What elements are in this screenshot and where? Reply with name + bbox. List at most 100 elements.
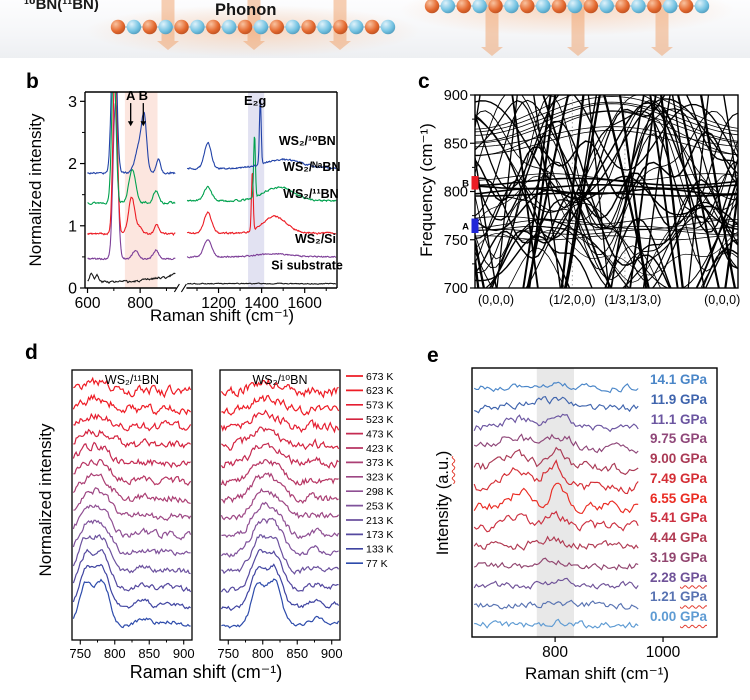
- phonon-arrow-icon: [481, 0, 503, 56]
- boron-atom: [551, 0, 567, 14]
- panel-c-phonon-dispersion-chart: 700 750 800 850 900 B A (0,0,0) (1/2,0,0) (1/3,1/…: [444, 88, 740, 307]
- phonon-arrow-icon: [243, 0, 265, 50]
- subpanel-title: WS₂/¹⁰BN: [253, 373, 308, 387]
- nitrogen-atom: [472, 0, 487, 14]
- nitrogen-atom: [253, 19, 269, 35]
- x-tick-label: 850: [286, 646, 308, 661]
- boron-atom: [174, 19, 189, 35]
- nitrogen-atom: [567, 0, 583, 14]
- temperature-spectrum: [72, 578, 191, 629]
- spectra-group: [87, 92, 337, 285]
- spectra-group: [220, 377, 340, 629]
- temperature-spectrum: [72, 441, 191, 469]
- phonon-arrow-icon: [567, 0, 589, 56]
- y-tick-label: 700: [444, 281, 468, 297]
- phonon-arrow-icon: [651, 0, 673, 56]
- pressure-spectrum: [473, 482, 639, 515]
- temperature-spectrum: [221, 578, 340, 629]
- y-tick-label: 3: [68, 94, 77, 111]
- axis-break-marks: [173, 283, 187, 293]
- temperature-spectrum: [220, 548, 339, 593]
- mode-marker-label: B: [462, 178, 469, 189]
- boron-atom: [678, 0, 694, 14]
- panel-e-xlabel: Raman shift (cm⁻¹): [524, 664, 670, 683]
- x-tick-label: 800: [104, 646, 126, 661]
- panel-e-ylabel-au: a.u.: [434, 456, 452, 484]
- phonon-branch: [475, 130, 738, 203]
- temperature-spectrum: [73, 487, 192, 522]
- phonon-branch: [475, 216, 738, 225]
- pressure-spectrum: [473, 459, 639, 495]
- spectrum-curve: [186, 239, 337, 259]
- x-tick-label: 900: [173, 646, 195, 661]
- temperature-spectrum: [221, 472, 339, 505]
- boron-atom: [615, 0, 630, 14]
- phonon-branch: [491, 195, 738, 288]
- phonon-branch: [475, 173, 738, 181]
- legend-label: 133 K: [366, 544, 393, 556]
- series-label: Si substrate: [271, 258, 343, 272]
- panel-a-crystal-strip: ¹⁰BN(¹¹BN) Phonon: [0, 0, 750, 58]
- axes-box: [471, 367, 718, 638]
- y-tick-label: 0: [68, 281, 77, 298]
- series-label: WS₂/ᴺᵃBN: [283, 160, 340, 174]
- phonon-branch: [475, 225, 738, 231]
- y-tick-label: 750: [444, 233, 468, 249]
- x-tick-label: 750: [69, 646, 91, 661]
- boron-atom: [206, 19, 221, 35]
- mode-marker: [471, 176, 479, 190]
- legend-label: 373 K: [366, 457, 393, 469]
- phonon-branch: [475, 110, 738, 144]
- x-tick-label: 900: [321, 646, 343, 661]
- x-tick-label: 800: [127, 295, 153, 312]
- mode-marker: [471, 218, 479, 233]
- legend-label: 673 K: [366, 371, 393, 383]
- legend-label: 623 K: [366, 385, 393, 397]
- kpath-label: (1/3,1/3,0): [604, 293, 661, 307]
- nitrogen-atom: [440, 0, 456, 14]
- series-label: WS₂/¹⁰BN: [279, 134, 336, 148]
- panel-d-temperature-chart: WS₂/¹¹BN 750 800 850 900 WS₂/¹⁰BN 750 800 850 900…: [69, 369, 393, 661]
- panel-e-pressure-chart: 800 1000: [471, 367, 718, 661]
- legend-label: 173 K: [366, 529, 393, 541]
- phonon-branch: [475, 229, 738, 276]
- spectrum-curve: [186, 98, 337, 171]
- boron-atom: [520, 0, 535, 14]
- phonon-branch: [475, 172, 738, 274]
- boron-atom: [333, 19, 348, 35]
- nitrogen-atom: [190, 19, 205, 35]
- boron-atom: [364, 19, 380, 35]
- pressure-spectrum: [473, 557, 639, 571]
- temperature-spectrum: [73, 376, 192, 399]
- nitrogen-atom: [504, 0, 519, 14]
- annotation-label: E₂g: [244, 93, 266, 108]
- annotation-arrowhead: [140, 121, 147, 127]
- temperature-spectrum: [73, 428, 191, 449]
- spectrum-curve: [87, 92, 176, 236]
- temperature-spectrum: [221, 394, 340, 416]
- panel-b-ylabel: Normalized intensity: [26, 113, 45, 267]
- y-tick-label: 900: [444, 88, 468, 104]
- spectrum-curve: [186, 282, 337, 285]
- temperature-spectrum: [72, 534, 191, 575]
- kpath-label: (0,0,0): [704, 293, 740, 307]
- boron-atom: [301, 19, 316, 35]
- panel-b-letter: b: [26, 70, 39, 93]
- x-tick-label: 1600: [287, 295, 322, 312]
- phonon-branch: [475, 103, 738, 143]
- annotation-label: B: [139, 88, 148, 103]
- phonon-chain-illustration: [85, 0, 735, 57]
- phonon-branch: [542, 95, 738, 288]
- pressure-spectrum: [473, 381, 639, 394]
- axes-box: [219, 369, 341, 641]
- phonon-branch: [475, 229, 738, 235]
- phonon-branch: [475, 219, 738, 230]
- x-tick-label: 800: [542, 644, 568, 661]
- spectrum-curve: [87, 272, 176, 284]
- annotation-arrowhead: [127, 121, 134, 127]
- legend-label: 473 K: [366, 428, 393, 440]
- phonon-branch: [475, 235, 738, 241]
- spectra-group: [72, 376, 192, 629]
- nitrogen-atom: [663, 0, 678, 14]
- panel-b-raman-chart: Si substrate WS₂/Si WS₂/¹¹BN WS₂/ᴺᵃBN WS₂/¹⁰…: [68, 88, 343, 312]
